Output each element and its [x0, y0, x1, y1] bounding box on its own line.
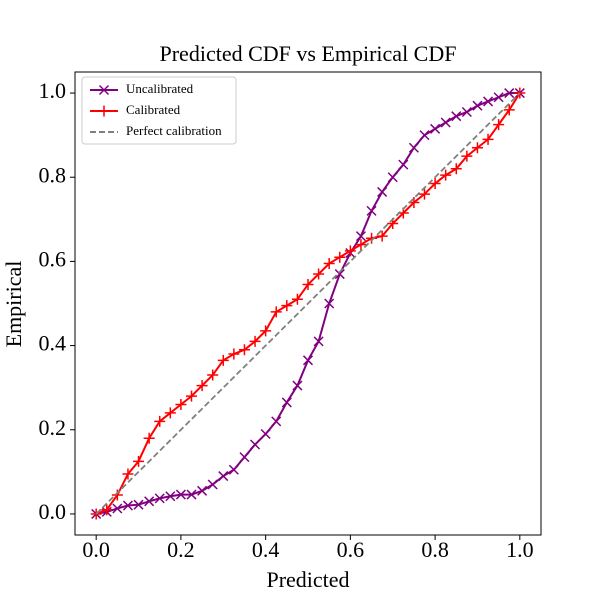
- y-tick-label: 0.4: [39, 331, 67, 356]
- marker: [450, 163, 462, 175]
- x-tick-label: 0.2: [167, 537, 195, 562]
- marker: [451, 111, 462, 122]
- x-tick-label: 1.0: [506, 537, 534, 562]
- marker: [313, 336, 324, 347]
- marker: [238, 344, 250, 356]
- marker: [430, 123, 441, 134]
- y-tick-label: 0.6: [39, 246, 67, 271]
- y-tick-label: 1.0: [39, 78, 67, 103]
- y-tick-label: 0.0: [39, 499, 67, 524]
- legend-marker: [98, 84, 110, 96]
- marker: [334, 251, 346, 263]
- legend-box: [81, 76, 237, 145]
- x-tick-label: 0.8: [421, 537, 449, 562]
- marker: [366, 232, 378, 244]
- marker: [175, 399, 187, 411]
- marker: [196, 380, 208, 392]
- marker: [112, 503, 123, 514]
- marker: [144, 496, 155, 507]
- marker: [271, 416, 282, 427]
- marker: [217, 354, 229, 366]
- marker: [471, 142, 483, 154]
- marker: [419, 188, 430, 200]
- marker: [249, 335, 261, 347]
- legend-marker: [98, 105, 110, 117]
- marker: [122, 468, 134, 480]
- marker: [376, 230, 388, 242]
- marker: [207, 369, 219, 381]
- marker: [291, 293, 303, 305]
- series-line: [95, 92, 521, 515]
- marker: [483, 96, 494, 107]
- marker: [461, 150, 473, 162]
- marker: [111, 489, 123, 501]
- marker: [228, 464, 239, 475]
- x-tick-label: 0.6: [337, 537, 365, 562]
- marker: [154, 415, 166, 427]
- marker: [334, 269, 345, 280]
- marker: [260, 325, 272, 337]
- marker: [302, 279, 314, 291]
- marker: [493, 92, 504, 103]
- marker: [143, 432, 155, 444]
- marker: [260, 428, 271, 440]
- marker: [419, 130, 430, 141]
- marker: [186, 489, 197, 500]
- x-tick-label: 0.4: [252, 537, 280, 562]
- marker: [90, 508, 102, 520]
- marker: [493, 119, 505, 131]
- marker: [503, 104, 515, 116]
- marker: [504, 88, 515, 99]
- marker: [164, 407, 176, 419]
- marker: [228, 348, 240, 360]
- marker: [122, 500, 133, 511]
- marker: [270, 306, 282, 318]
- legend-label: Perfect calibration: [126, 123, 222, 138]
- marker: [408, 142, 419, 153]
- y-tick-label: 0.2: [39, 415, 67, 440]
- marker: [197, 485, 208, 496]
- marker: [281, 397, 292, 408]
- y-axis-label: Empirical: [1, 261, 26, 348]
- legend-label: Calibrated: [126, 102, 181, 117]
- marker: [366, 205, 377, 216]
- marker: [472, 100, 483, 111]
- marker: [355, 231, 366, 242]
- marker: [324, 298, 335, 309]
- marker: [323, 258, 335, 270]
- marker: [355, 239, 367, 251]
- marker: [461, 106, 472, 118]
- marker: [250, 439, 261, 450]
- marker: [101, 504, 113, 516]
- marker: [281, 300, 293, 312]
- marker: [133, 499, 144, 510]
- marker: [133, 455, 145, 467]
- y-tick-label: 0.8: [39, 162, 67, 187]
- marker: [429, 178, 441, 190]
- marker: [387, 172, 398, 183]
- marker: [239, 452, 250, 463]
- plot-frame: [74, 71, 542, 536]
- x-axis-label: Predicted: [266, 567, 349, 592]
- marker: [207, 479, 218, 490]
- marker: [482, 133, 494, 145]
- marker: [154, 493, 165, 504]
- marker: [398, 159, 409, 170]
- marker: [165, 491, 176, 502]
- marker: [218, 471, 229, 482]
- marker: [292, 380, 303, 391]
- marker: [440, 169, 452, 181]
- marker: [186, 390, 197, 402]
- marker: [302, 355, 314, 366]
- marker: [377, 186, 388, 197]
- marker: [313, 268, 325, 280]
- x-tick-label: 0.0: [82, 537, 110, 562]
- marker: [344, 245, 356, 257]
- chart-title: Predicted CDF vs Empirical CDF: [160, 41, 457, 66]
- marker: [175, 489, 186, 500]
- marker: [440, 117, 451, 128]
- legend-label: Uncalibrated: [126, 81, 194, 96]
